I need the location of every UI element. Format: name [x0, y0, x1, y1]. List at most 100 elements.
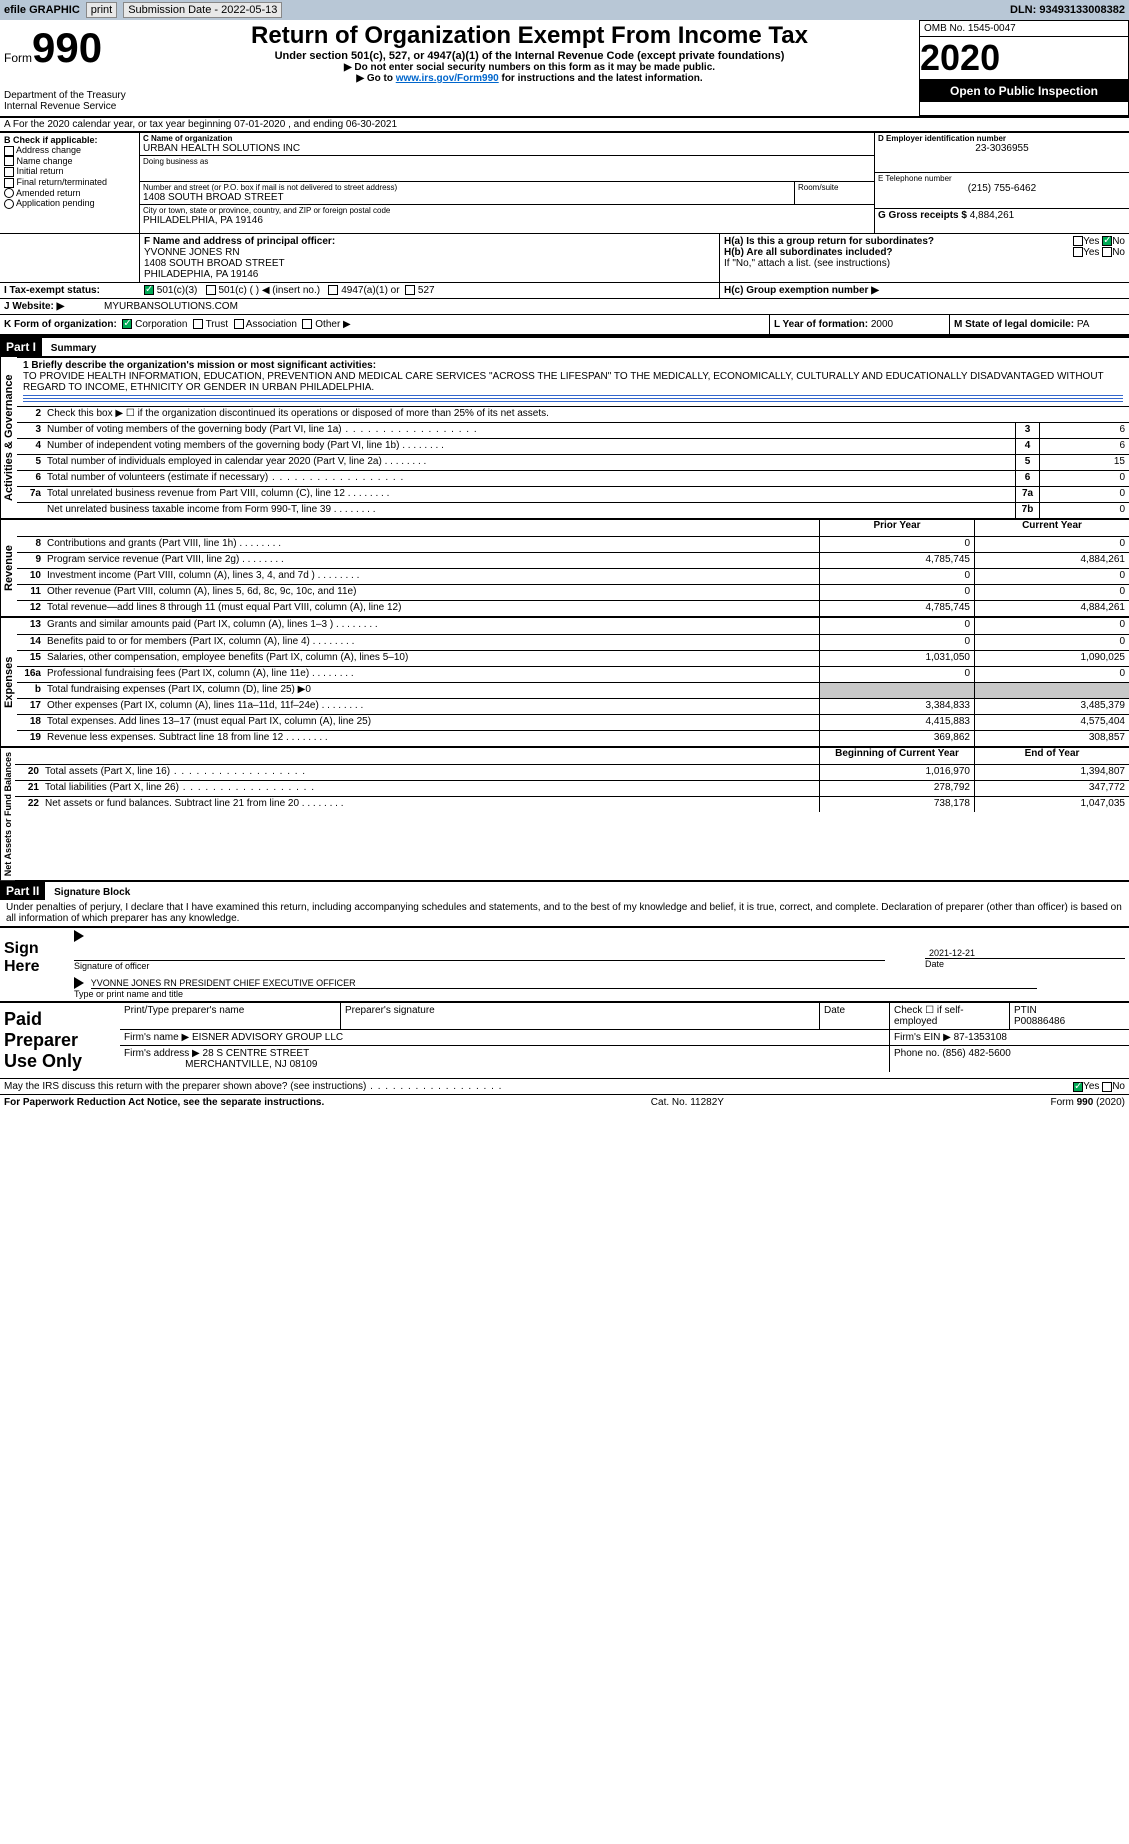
arrow-icon [74, 930, 84, 942]
l19: Revenue less expenses. Subtract line 18 … [45, 731, 819, 746]
row-k-l-m: K Form of organization: Corporation Trus… [0, 314, 1129, 336]
chk-other[interactable] [302, 319, 312, 329]
l8: Contributions and grants (Part VIII, lin… [45, 537, 819, 552]
l16a: Professional fundraising fees (Part IX, … [45, 667, 819, 682]
website: MYURBANSOLUTIONS.COM [100, 299, 1129, 314]
hdr-end: End of Year [974, 748, 1129, 764]
b-label: B Check if applicable: [4, 135, 135, 145]
l2: Check this box ▶ ☐ if the organization d… [45, 407, 1129, 422]
form-identifier: Form990 [4, 24, 136, 72]
ssn-note: ▶ Do not enter social security numbers o… [140, 62, 919, 73]
sign-here-label: Sign Here [0, 928, 70, 1001]
l7b: Net unrelated business taxable income fr… [45, 503, 1015, 518]
part-1-header: Part I Summary [0, 336, 1129, 356]
chk-4947a1[interactable] [328, 285, 338, 295]
paid-preparer-block: Paid Preparer Use Only Print/Type prepar… [0, 1001, 1129, 1078]
e-label: E Telephone number [878, 174, 1126, 183]
part-2-header: Part II Signature Block [0, 880, 1129, 900]
firm-addr2: MERCHANTVILLE, NJ 08109 [185, 1059, 317, 1070]
l22: Net assets or fund balances. Subtract li… [43, 797, 819, 812]
self-emp-label: Check ☐ if self-employed [889, 1003, 1009, 1029]
hdr-beg: Beginning of Current Year [819, 748, 974, 764]
k-label: K Form of organization: [4, 319, 117, 330]
firm-name: EISNER ADVISORY GROUP LLC [192, 1032, 343, 1043]
l17: Other expenses (Part IX, column (A), lin… [45, 699, 819, 714]
phone: (215) 755-6462 [878, 183, 1126, 194]
h-a: H(a) Is this a group return for subordin… [724, 236, 1125, 247]
vtab-netassets: Net Assets or Fund Balances [0, 748, 15, 880]
chk-application-pending[interactable]: Application pending [4, 198, 135, 209]
omb-number: OMB No. 1545-0047 [920, 21, 1128, 37]
row-i: I Tax-exempt status: 501(c)(3) 501(c) ( … [0, 282, 1129, 298]
f-label: F Name and address of principal officer: [144, 236, 715, 247]
vtab-revenue: Revenue [0, 520, 17, 616]
dept-treasury: Department of the Treasury [4, 90, 136, 101]
vtab-governance: Activities & Governance [0, 357, 17, 518]
firm-ein: 87-1353108 [954, 1032, 1007, 1043]
chk-address-change[interactable]: Address change [4, 145, 135, 156]
l13: Grants and similar amounts paid (Part IX… [45, 618, 819, 634]
gross-receipts: 4,884,261 [970, 210, 1015, 221]
cat-no: Cat. No. 11282Y [651, 1097, 724, 1108]
firm-phone: (856) 482-5600 [942, 1048, 1010, 1059]
efile-label: efile GRAPHIC [4, 4, 80, 16]
chk-527[interactable] [405, 285, 415, 295]
chk-amended-return[interactable]: Amended return [4, 188, 135, 199]
prep-sig-label: Preparer's signature [340, 1003, 819, 1029]
l11: Other revenue (Part VIII, column (A), li… [45, 585, 819, 600]
form-title: Return of Organization Exempt From Incom… [140, 22, 919, 50]
chk-discuss-yes[interactable] [1073, 1082, 1083, 1092]
street-address: 1408 SOUTH BROAD STREET [143, 192, 791, 203]
l1-label: 1 Briefly describe the organization's mi… [23, 360, 1123, 371]
l6: Total number of volunteers (estimate if … [45, 471, 1015, 486]
chk-assoc[interactable] [234, 319, 244, 329]
tax-year: 2020 [920, 37, 1128, 80]
chk-501c3[interactable] [144, 285, 154, 295]
state-domicile: PA [1077, 319, 1090, 330]
dln: DLN: 93493133008382 [1010, 4, 1125, 16]
prep-name-label: Print/Type preparer's name [120, 1003, 340, 1029]
officer-street: 1408 SOUTH BROAD STREET [144, 258, 715, 269]
form-header: Form990 Department of the Treasury Inter… [0, 20, 1129, 116]
officer-name: YVONNE JONES RN [144, 247, 715, 258]
dba-label: Doing business as [143, 157, 871, 166]
prep-date-label: Date [819, 1003, 889, 1029]
row-j: J Website: ▶ MYURBANSOLUTIONS.COM [0, 298, 1129, 314]
chk-discuss-no[interactable] [1102, 1082, 1112, 1092]
l9: Program service revenue (Part VIII, line… [45, 553, 819, 568]
print-button[interactable]: print [86, 2, 117, 18]
l10: Investment income (Part VIII, column (A)… [45, 569, 819, 584]
l21: Total liabilities (Part X, line 26) [43, 781, 819, 796]
chk-final-return[interactable]: Final return/terminated [4, 177, 135, 188]
row-a-tax-year: A For the 2020 calendar year, or tax yea… [0, 116, 1129, 131]
summary-governance: Activities & Governance 1 Briefly descri… [0, 356, 1129, 518]
hdr-curr: Current Year [974, 520, 1129, 536]
chk-trust[interactable] [193, 319, 203, 329]
c-name-label: C Name of organization [143, 134, 871, 143]
section-f-h: F Name and address of principal officer:… [0, 233, 1129, 282]
page-footer: For Paperwork Reduction Act Notice, see … [0, 1094, 1129, 1110]
org-name: URBAN HEALTH SOLUTIONS INC [143, 143, 871, 154]
topbar: efile GRAPHIC print Submission Date - 20… [0, 0, 1129, 20]
section-b-to-g: B Check if applicable: Address change Na… [0, 131, 1129, 233]
chk-501c[interactable] [206, 285, 216, 295]
chk-corp[interactable] [122, 319, 132, 329]
h-b: H(b) Are all subordinates included? Yes … [724, 247, 1125, 258]
l5: Total number of individuals employed in … [45, 455, 1015, 470]
form-ref: Form 990 (2020) [1051, 1097, 1125, 1108]
city-label: City or town, state or province, country… [143, 206, 871, 215]
pra-notice: For Paperwork Reduction Act Notice, see … [4, 1097, 324, 1108]
vtab-expenses: Expenses [0, 618, 17, 746]
submission-date: Submission Date - 2022-05-13 [123, 2, 282, 18]
h-c: H(c) Group exemption number ▶ [724, 285, 879, 296]
summary-revenue: Revenue Prior YearCurrent Year 8Contribu… [0, 518, 1129, 616]
ptin-cell: PTINP00886486 [1009, 1003, 1129, 1029]
chk-name-change[interactable]: Name change [4, 156, 135, 167]
l4: Number of independent voting members of … [45, 439, 1015, 454]
irs-form990-link[interactable]: www.irs.gov/Form990 [396, 73, 499, 84]
chk-initial-return[interactable]: Initial return [4, 166, 135, 177]
city-state-zip: PHILADELPHIA, PA 19146 [143, 215, 871, 226]
year-formation: 2000 [871, 319, 893, 330]
mission-text: TO PROVIDE HEALTH INFORMATION, EDUCATION… [23, 371, 1123, 393]
form-subtitle: Under section 501(c), 527, or 4947(a)(1)… [140, 50, 919, 62]
